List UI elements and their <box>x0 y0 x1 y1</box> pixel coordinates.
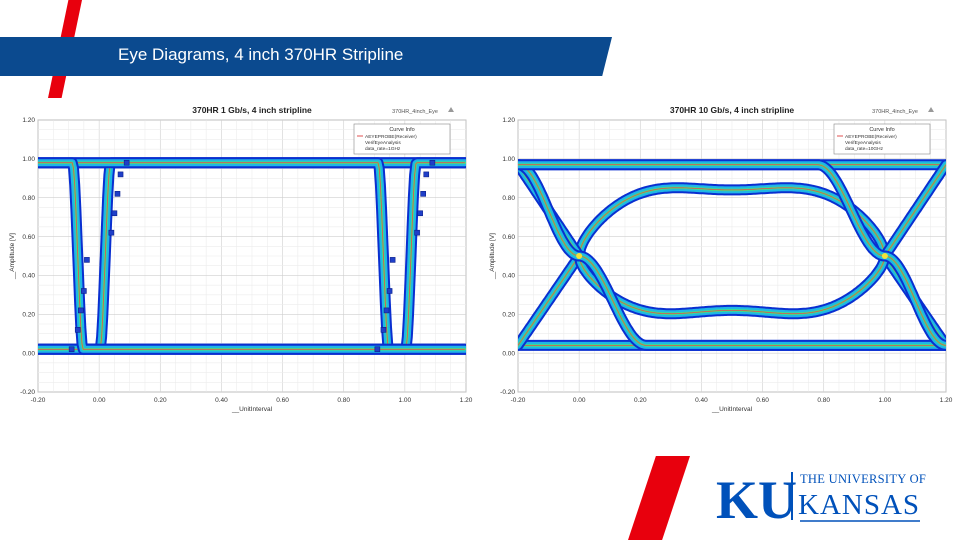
y-tick-label: 0.00 <box>22 350 35 357</box>
eye-upper-trace-mean <box>518 187 946 346</box>
mask-point <box>414 229 420 236</box>
title-banner: Eye Diagrams, 4 inch 370HR Stripline <box>0 37 612 76</box>
y-tick-label: 0.20 <box>502 311 515 318</box>
ku-logo: KU THE UNIVERSITY OF KANSAS <box>716 466 926 530</box>
legend-entry: data_rate=1GHz <box>365 146 401 152</box>
x-tick-label: 0.20 <box>634 397 647 404</box>
legend: Curve InfoAEYEPROBE(Receiver)VerifEyeAna… <box>353 123 451 155</box>
mask-point <box>78 307 84 314</box>
mask-point <box>81 288 87 294</box>
legend-box <box>833 123 931 155</box>
chart-corner-label: 370HR_4inch_Eye <box>872 109 918 115</box>
y-tick-label: 1.00 <box>22 156 35 163</box>
mask-point <box>417 210 423 217</box>
mask-point <box>386 288 393 294</box>
legend-entry: data_rate=10GHz <box>845 146 884 152</box>
mask-point <box>423 171 430 178</box>
mask-point <box>389 257 396 263</box>
chart-title: 370HR 1 Gb/s, 4 inch stripline <box>192 105 312 115</box>
eye-traces <box>38 157 466 355</box>
corner-marker-icon <box>928 107 934 112</box>
eye-right-crossing-mean <box>518 164 946 346</box>
mask-point <box>111 210 118 217</box>
legend-box <box>353 123 451 155</box>
x-tick-label: 0.20 <box>154 397 167 404</box>
legend: Curve InfoAEYEPROBE(Receiver)VerifEyeAna… <box>833 123 931 155</box>
ku-logo-mark: KU <box>716 470 797 526</box>
mask-point <box>383 307 390 314</box>
y-tick-label: 0.40 <box>22 273 35 280</box>
chart-0: 370HR 1 Gb/s, 4 inch stripline 370HR_4inc… <box>9 105 473 413</box>
mask-point <box>74 327 81 333</box>
legend-entry: VerifEyeAnalysis <box>845 140 881 146</box>
eye-traces <box>518 159 946 351</box>
legend-entry: AEYEPROBE(Receiver) <box>365 134 417 140</box>
mask-point <box>380 327 387 333</box>
x-tick-label: -0.20 <box>31 397 46 404</box>
x-tick-label: 0.60 <box>756 397 769 404</box>
legend-title: Curve Info <box>869 127 894 133</box>
ku-logo-line1: THE UNIVERSITY OF <box>800 472 926 486</box>
mask-point <box>68 346 75 353</box>
eye-crossing-point <box>576 253 583 259</box>
corner-marker-icon <box>448 107 454 112</box>
x-tick-label: 0.00 <box>573 397 586 404</box>
y-tick-label: 0.60 <box>502 234 515 241</box>
y-tick-label: 0.00 <box>502 350 515 357</box>
legend-entry: AEYEPROBE(Receiver) <box>845 134 897 140</box>
eye-diagram-1gbps: 370HR 1 Gb/s, 4 inch stripline 370HR_4inc… <box>9 105 473 413</box>
mask-point <box>117 171 124 178</box>
x-tick-label: 1.20 <box>940 397 953 404</box>
eye-prev-falling-edge-mean <box>38 162 465 350</box>
y-tick-label: 0.80 <box>22 195 35 202</box>
x-tick-label: 0.40 <box>695 397 708 404</box>
x-tick-label: 1.20 <box>460 397 473 404</box>
ku-logo-line2: KANSAS <box>798 489 920 521</box>
legend-entry: VerifEyeAnalysis <box>365 140 401 146</box>
legend-title: Curve Info <box>389 127 414 133</box>
x-tick-label: 1.00 <box>399 397 412 404</box>
y-tick-label: -0.20 <box>500 389 515 396</box>
x-tick-label: -0.20 <box>511 397 526 404</box>
accent-slash-bottom <box>628 456 690 540</box>
x-tick-label: 0.60 <box>276 397 289 404</box>
y-tick-label: 1.20 <box>502 117 515 124</box>
x-tick-label: 0.80 <box>337 397 350 404</box>
y-tick-label: 1.00 <box>502 156 515 163</box>
mask-point <box>420 191 427 197</box>
mask-point <box>123 159 130 166</box>
eye-diagram-10gbps: 370HR 10 Gb/s, 4 inch stripline 370HR_4in… <box>489 105 953 413</box>
x-tick-label: 0.40 <box>215 397 228 404</box>
chart-1: 370HR 10 Gb/s, 4 inch stripline 370HR_4in… <box>489 105 953 413</box>
chart-title: 370HR 10 Gb/s, 4 inch stripline <box>670 105 795 115</box>
x-axis-label: __UnitInterval <box>711 406 753 413</box>
y-tick-label: -0.20 <box>20 389 35 396</box>
y-axis-label: __Amplitude [V] <box>9 233 16 280</box>
mask-point <box>108 229 115 236</box>
y-tick-label: 0.40 <box>502 273 515 280</box>
chart-eye-1gbps: 370HR 1 Gb/s, 4 inch stripline 370HR_4inc… <box>4 104 476 420</box>
page-title: Eye Diagrams, 4 inch 370HR Stripline <box>118 45 404 64</box>
x-axis-label: __UnitInterval <box>231 406 273 413</box>
chart-corner-label: 370HR_4inch_Eye <box>392 109 438 115</box>
eye-left-crossing-mean <box>518 164 946 346</box>
y-tick-label: 0.60 <box>22 234 35 241</box>
mask-point <box>374 346 381 353</box>
x-tick-label: 0.00 <box>93 397 106 404</box>
eye-lower-trace-mean <box>518 164 946 315</box>
eye-crossing-point <box>881 253 888 259</box>
x-tick-label: 0.80 <box>817 397 830 404</box>
y-tick-label: 0.80 <box>502 195 515 202</box>
y-tick-label: 1.20 <box>22 117 35 124</box>
x-tick-label: 1.00 <box>879 397 892 404</box>
mask-point <box>114 191 121 197</box>
y-axis-label: __Amplitude [V] <box>489 233 496 280</box>
mask-point <box>84 257 90 263</box>
chart-eye-10gbps: 370HR 10 Gb/s, 4 inch stripline 370HR_4in… <box>482 104 956 420</box>
y-tick-label: 0.20 <box>22 311 35 318</box>
mask-point <box>429 159 436 166</box>
